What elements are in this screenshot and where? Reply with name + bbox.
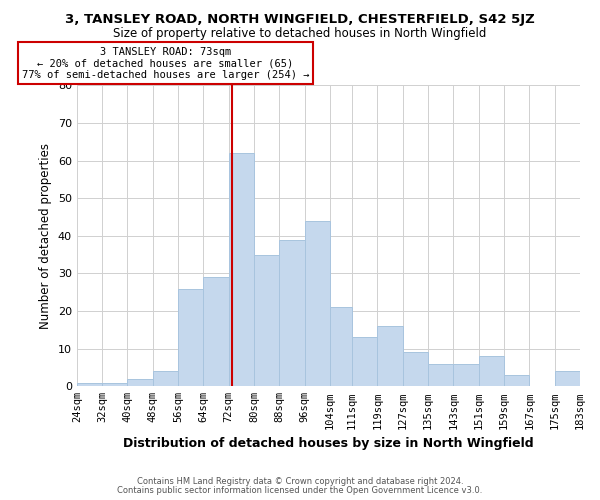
Text: 3 TANSLEY ROAD: 73sqm
← 20% of detached houses are smaller (65)
77% of semi-deta: 3 TANSLEY ROAD: 73sqm ← 20% of detached … [22,46,309,80]
Bar [127,379,153,386]
Bar [280,240,305,386]
Bar [102,382,127,386]
Bar [153,372,178,386]
Bar [377,326,403,386]
Bar [428,364,454,386]
Bar [352,338,377,386]
Bar [554,372,580,386]
Bar [454,364,479,386]
Text: 3, TANSLEY ROAD, NORTH WINGFIELD, CHESTERFIELD, S42 5JZ: 3, TANSLEY ROAD, NORTH WINGFIELD, CHESTE… [65,12,535,26]
Bar [229,153,254,386]
Text: Size of property relative to detached houses in North Wingfield: Size of property relative to detached ho… [113,28,487,40]
Text: Contains public sector information licensed under the Open Government Licence v3: Contains public sector information licen… [118,486,482,495]
Y-axis label: Number of detached properties: Number of detached properties [40,143,52,329]
Bar [403,352,428,386]
Bar [254,254,280,386]
Bar [305,221,330,386]
Bar [203,277,229,386]
Bar [330,308,352,386]
Bar [178,288,203,386]
Bar [479,356,504,386]
Bar [77,382,102,386]
Text: Contains HM Land Registry data © Crown copyright and database right 2024.: Contains HM Land Registry data © Crown c… [137,477,463,486]
X-axis label: Distribution of detached houses by size in North Wingfield: Distribution of detached houses by size … [123,437,534,450]
Bar [504,375,529,386]
